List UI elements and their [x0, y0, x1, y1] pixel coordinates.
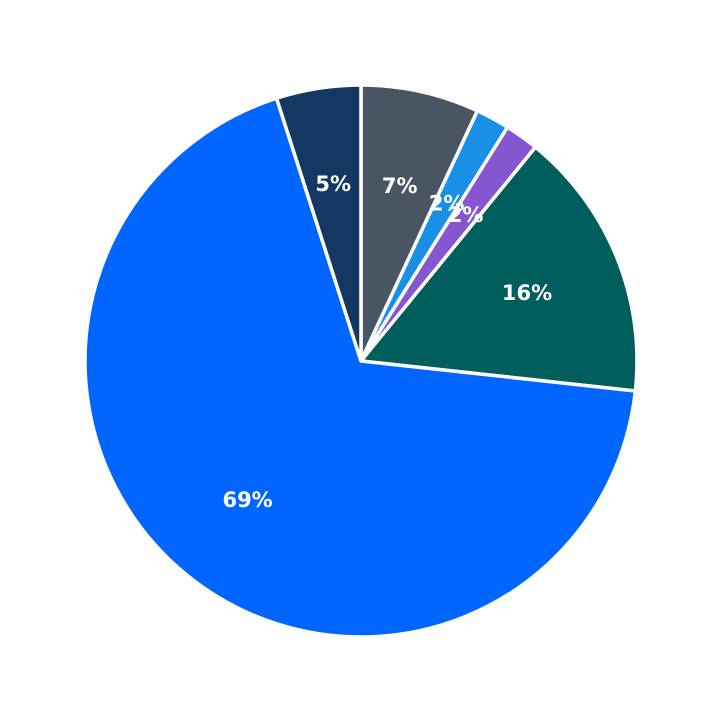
pie-slices	[83, 83, 639, 639]
pie-slice-4	[359, 145, 639, 393]
pie-slice-label-1: 7%	[382, 174, 418, 198]
pie-slice-label-5: 69%	[222, 488, 272, 512]
pie-slice-1	[359, 83, 480, 363]
pie-slice-5	[83, 96, 638, 639]
pie-slice-label-4: 16%	[502, 281, 552, 305]
pie-labels: 7% 2%2% 16% 69% 5%	[222, 172, 552, 512]
pie-slice-label-2: 2%	[429, 191, 465, 215]
pie-slice-label-3: 2%	[448, 203, 484, 227]
pie-slice-label-6: 5%	[315, 172, 351, 196]
pie-slice-6	[274, 83, 363, 363]
